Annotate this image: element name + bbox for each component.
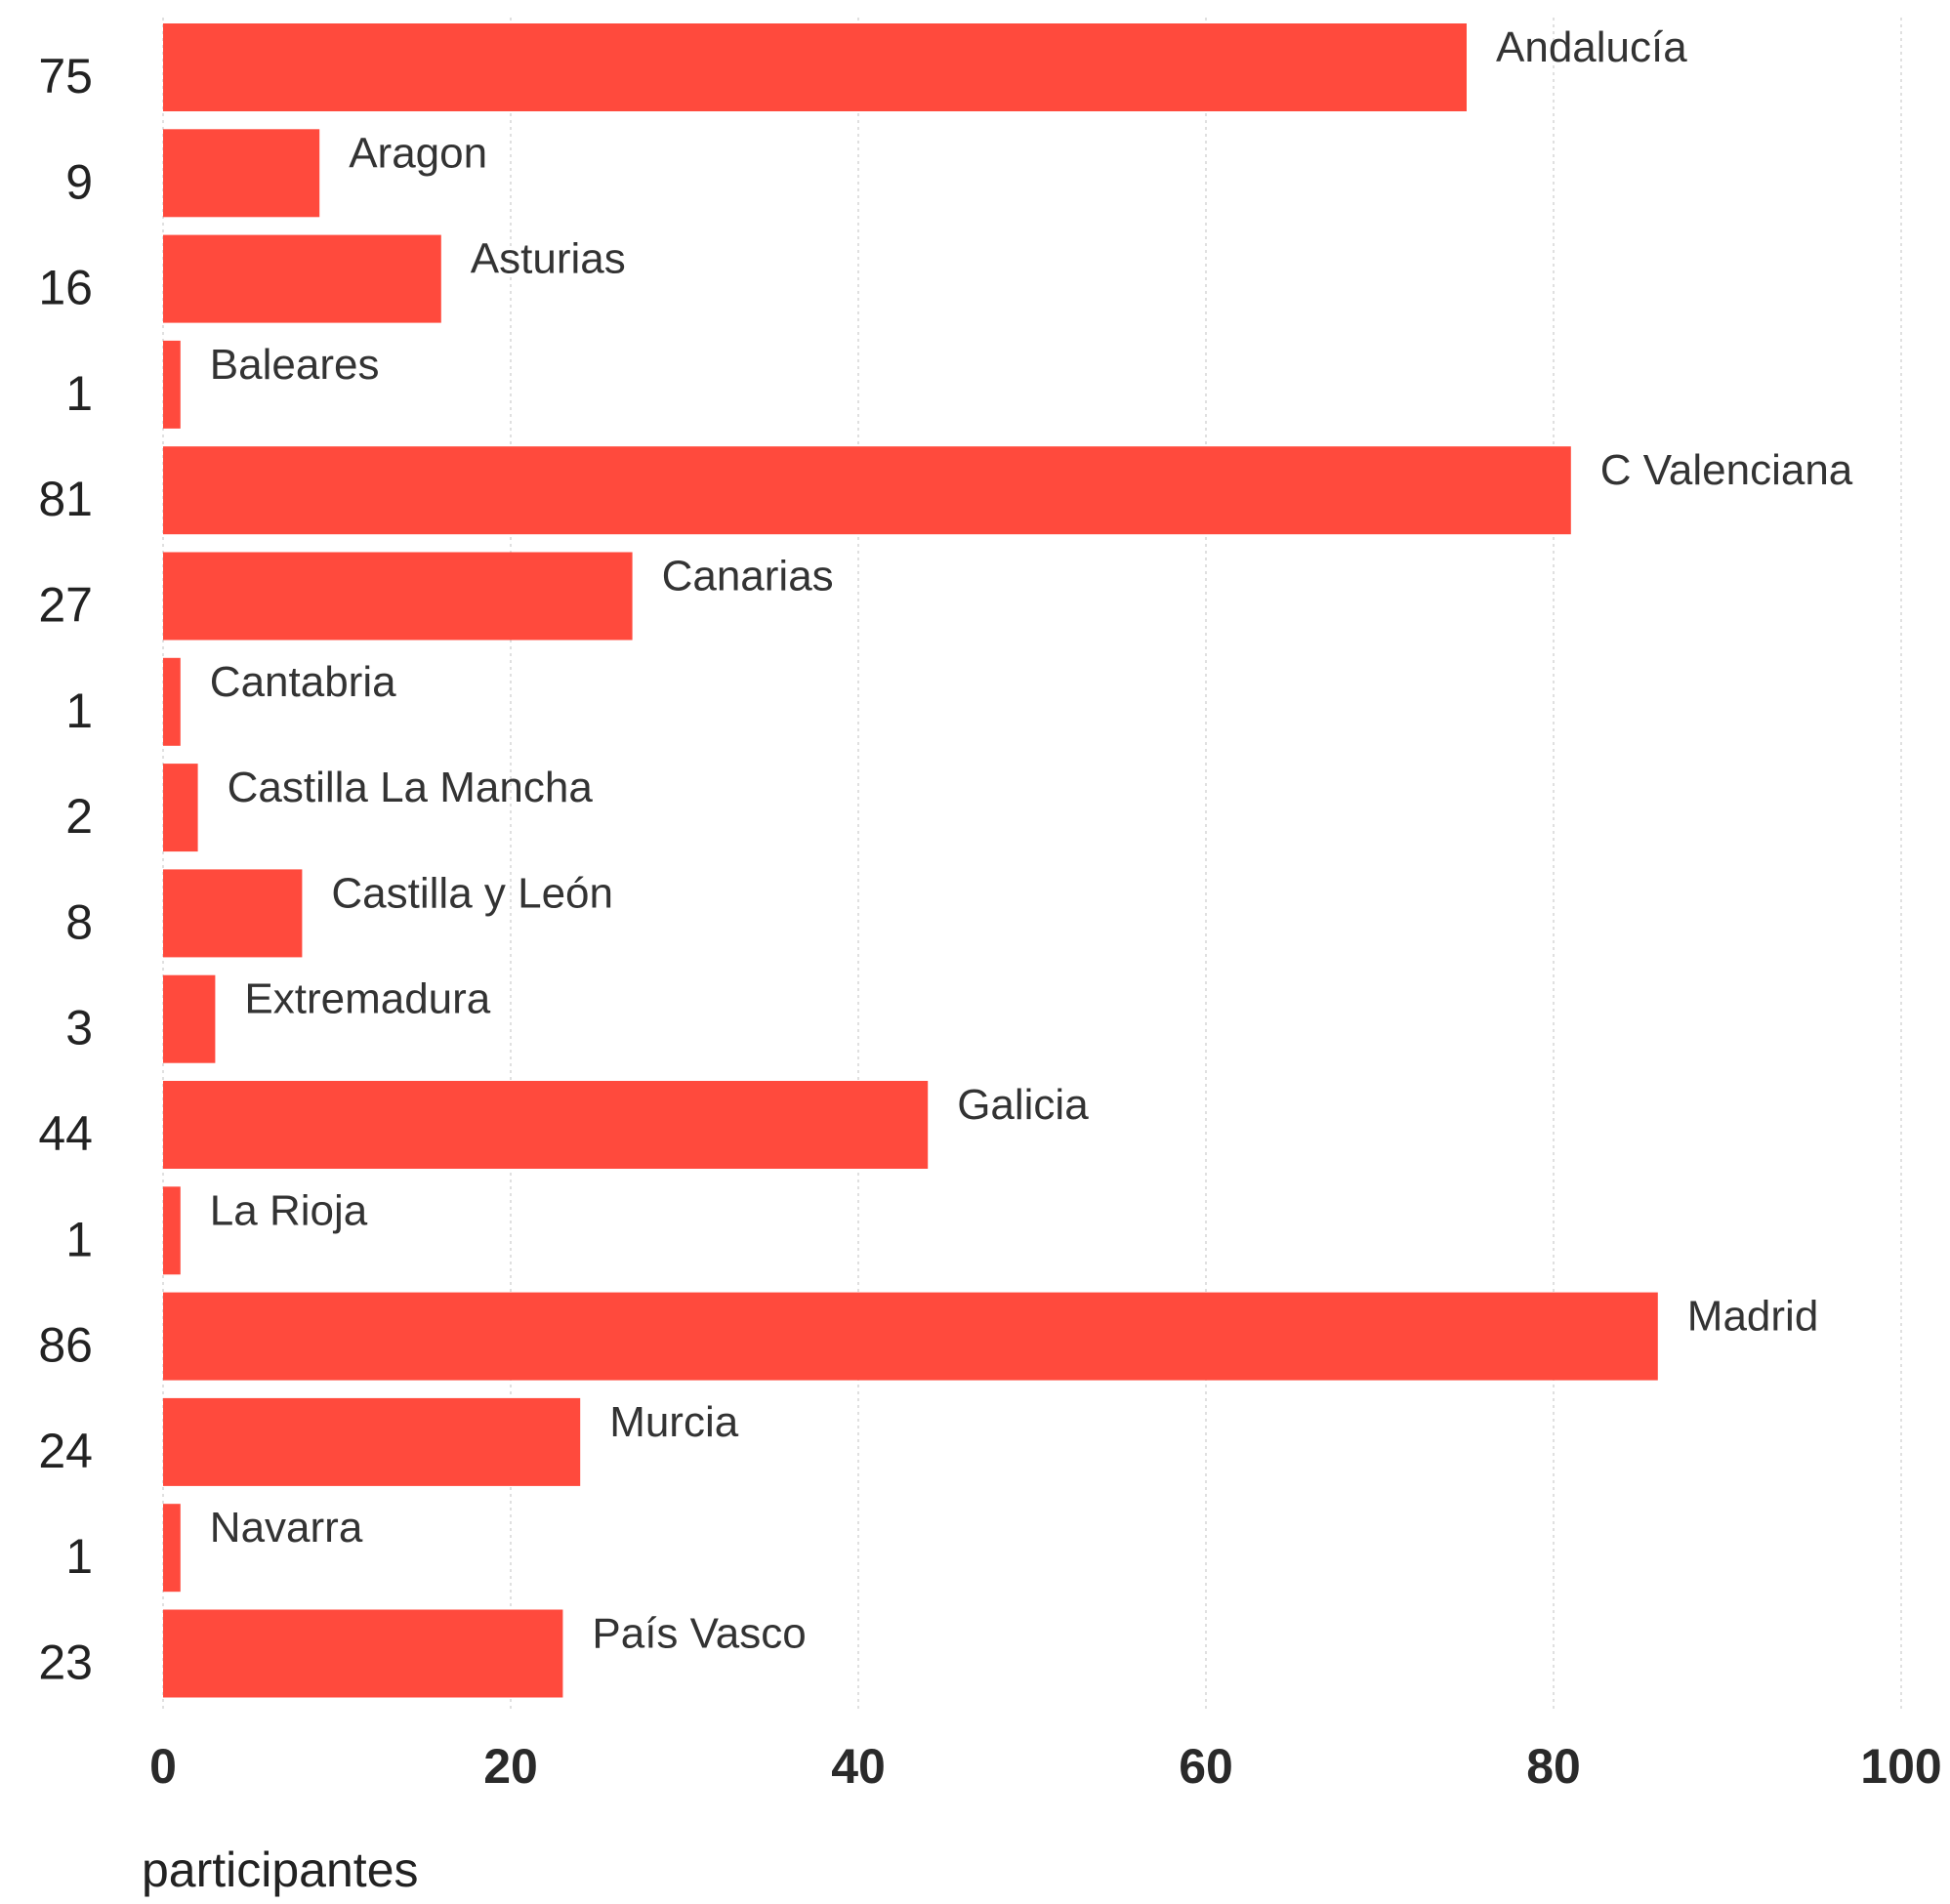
count-label-navarra: 1 [65, 1529, 93, 1584]
count-label-baleares: 1 [65, 366, 93, 421]
region-label-madrid: Madrid [1687, 1293, 1819, 1341]
bar-cantabria [163, 657, 181, 746]
region-label-navarra: Navarra [210, 1504, 363, 1552]
bar-castilla-la-mancha [163, 764, 198, 852]
region-label-andaluc-a: Andalucía [1496, 23, 1687, 71]
x-tick-label-20: 20 [483, 1739, 538, 1794]
bar-layer [163, 23, 1658, 1698]
region-label-cantabria: Cantabria [210, 658, 396, 706]
count-label-castilla-y-le-n: 8 [65, 894, 93, 949]
region-label-la-rioja: La Rioja [210, 1186, 368, 1234]
count-label-canarias: 27 [38, 578, 93, 633]
region-label-galicia: Galicia [957, 1081, 1089, 1129]
bar-asturias [163, 234, 441, 323]
region-label-pa-s-vasco: País Vasco [592, 1610, 806, 1658]
region-label-canarias: Canarias [662, 553, 834, 600]
count-label-madrid: 86 [38, 1318, 93, 1373]
region-label-murcia: Murcia [609, 1398, 739, 1446]
region-label-castilla-la-mancha: Castilla La Mancha [228, 764, 594, 811]
count-label-c-valenciana: 81 [38, 472, 93, 526]
count-label-layer: 75 9 16 1 81 27 1 2 8 3 44 1 86 24 1 23 [38, 49, 93, 1690]
bar-navarra [163, 1504, 181, 1593]
bar-extremadura [163, 974, 216, 1063]
count-label-extremadura: 3 [65, 1001, 93, 1055]
count-label-la-rioja: 1 [65, 1212, 93, 1266]
region-label-castilla-y-le-n: Castilla y León [331, 869, 613, 917]
bar-pa-s-vasco [163, 1609, 563, 1698]
bar-la-rioja [163, 1186, 181, 1275]
count-label-murcia: 24 [38, 1424, 93, 1478]
region-label-aragon: Aragon [349, 129, 487, 177]
x-tick-label-40: 40 [831, 1739, 886, 1794]
bar-madrid [163, 1292, 1658, 1381]
count-label-aragon: 9 [65, 154, 93, 209]
x-axis-ticks: 0 20 40 60 80 100 [149, 1739, 1942, 1794]
x-tick-label-0: 0 [149, 1739, 177, 1794]
region-label-c-valenciana: C Valenciana [1600, 446, 1853, 494]
bar-murcia [163, 1397, 581, 1486]
x-tick-label-100: 100 [1860, 1739, 1941, 1794]
bar-castilla-y-le-n [163, 869, 303, 958]
region-label-extremadura: Extremadura [244, 975, 490, 1023]
bar-andaluc-a [163, 23, 1467, 111]
count-label-asturias: 16 [38, 261, 93, 315]
region-label-baleares: Baleares [210, 341, 380, 389]
count-label-galicia: 44 [38, 1106, 93, 1161]
count-label-andaluc-a: 75 [38, 49, 93, 103]
x-tick-label-60: 60 [1179, 1739, 1233, 1794]
count-label-castilla-la-mancha: 2 [65, 789, 93, 844]
count-label-pa-s-vasco: 23 [38, 1635, 93, 1690]
bar-aragon [163, 129, 320, 218]
bar-baleares [163, 340, 181, 429]
bar-galicia [163, 1081, 929, 1169]
count-label-cantabria: 1 [65, 683, 93, 738]
x-axis-title: participantes [142, 1842, 419, 1897]
bar-c-valenciana [163, 446, 1571, 535]
bar-canarias [163, 552, 633, 641]
x-tick-label-80: 80 [1526, 1739, 1581, 1794]
region-label-layer: Andalucía Aragon Asturias Baleares C Valenci… [210, 23, 1853, 1658]
region-label-asturias: Asturias [471, 235, 626, 283]
